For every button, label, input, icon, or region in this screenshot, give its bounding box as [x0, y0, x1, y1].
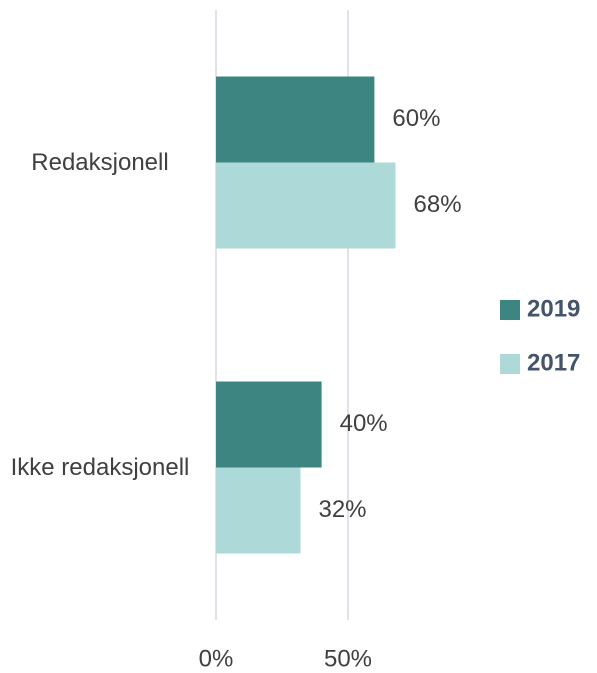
legend-label: 2019: [527, 295, 580, 322]
bar: [216, 467, 301, 554]
legend-label: 2017: [527, 349, 580, 376]
bar: [216, 76, 375, 163]
legend-swatch: [500, 300, 520, 320]
value-label: 32%: [318, 496, 366, 523]
value-label: 68%: [414, 191, 462, 218]
category-label: Redaksjonell: [31, 148, 169, 176]
bar: [216, 381, 322, 468]
x-tick-label: 0%: [199, 645, 234, 672]
category-label: Ikke redaksjonell: [10, 453, 190, 481]
x-tick-label: 50%: [324, 645, 372, 672]
value-label: 60%: [392, 105, 440, 132]
value-label: 40%: [340, 410, 388, 437]
legend-swatch: [500, 354, 520, 374]
bar: [216, 162, 396, 249]
